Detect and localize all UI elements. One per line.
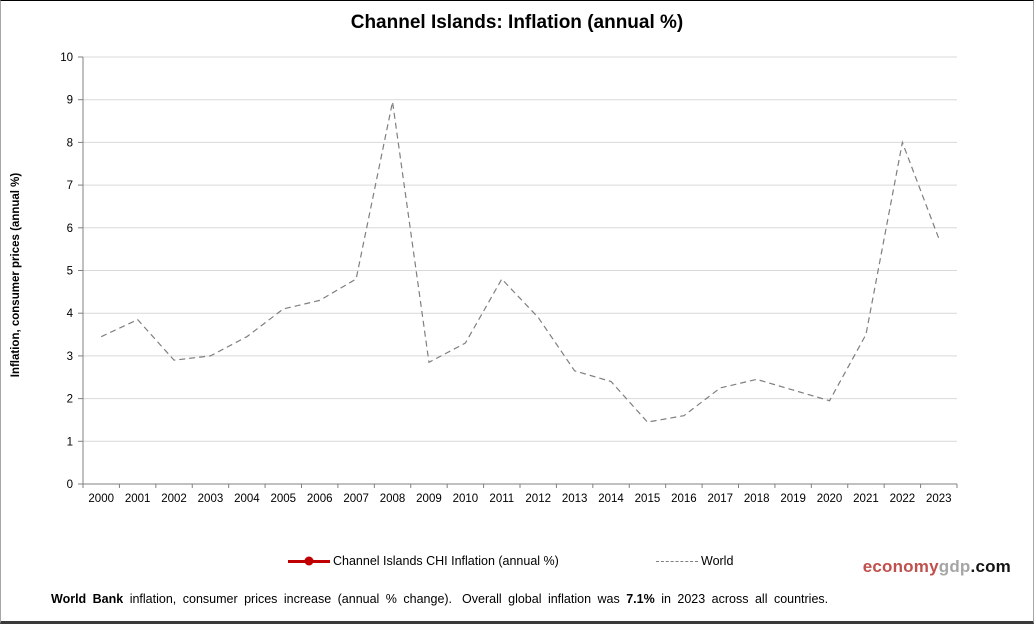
x-tick-label: 2013	[562, 493, 588, 505]
y-tick-label: 9	[67, 95, 73, 107]
y-tick-label: 6	[67, 223, 73, 235]
x-tick-label: 2017	[707, 493, 733, 505]
x-tick-label: 2022	[890, 493, 916, 505]
x-tick-label: 2015	[635, 493, 661, 505]
x-tick-label: 2001	[125, 493, 151, 505]
x-tick-label: 2021	[853, 493, 879, 505]
x-tick-label: 2016	[671, 493, 697, 505]
x-tick-label: 2012	[525, 493, 551, 505]
x-tick-label: 2007	[343, 493, 369, 505]
series-line-world	[100, 101, 940, 423]
chart-legend: Channel Islands CHI Inflation (annual %)…	[1, 550, 1033, 572]
logo-part-com: .com	[970, 557, 1011, 576]
x-tick-label: 2020	[817, 493, 843, 505]
x-tick-label: 2018	[744, 493, 770, 505]
x-tick-label: 2004	[234, 493, 260, 505]
x-tick-label: 2008	[380, 493, 406, 505]
y-tick-label: 8	[67, 137, 73, 149]
x-tick-label: 2003	[198, 493, 224, 505]
y-tick-label: 5	[67, 266, 73, 278]
x-tick-label: 2010	[453, 493, 479, 505]
logo-part-gdp: gdp	[938, 557, 971, 576]
footnote-text-2: Overall global inflation was	[462, 592, 627, 606]
legend-label: World	[701, 554, 734, 568]
y-tick-label: 1	[67, 436, 73, 448]
y-tick-label: 10	[60, 52, 73, 64]
footnote-text-3: in 2023 across all countries.	[654, 592, 829, 606]
footnote-bold-value: 7.1%	[626, 592, 655, 606]
y-tick-label: 0	[67, 479, 73, 491]
legend-item-channel-islands: Channel Islands CHI Inflation (annual %)	[288, 550, 559, 572]
logo-part-economy: economy	[862, 557, 939, 576]
economygdp-logo: economygdp.com	[863, 557, 1011, 577]
x-tick-label: 2009	[416, 493, 442, 505]
x-tick-label: 2023	[926, 493, 952, 505]
gray-dashed-line-icon	[656, 560, 698, 562]
legend-label: Channel Islands CHI Inflation (annual %)	[333, 554, 559, 568]
x-tick-label: 2005	[270, 493, 296, 505]
x-tick-label: 2019	[780, 493, 806, 505]
y-tick-label: 4	[67, 308, 74, 320]
line-chart-plot: 0 1 2 3 4 5 6 7 8 9 10 2000 2001 2002 2003 2004 2005 2006…	[60, 52, 958, 505]
x-tick-label: 2006	[307, 493, 333, 505]
footnote-bold-world-bank: World Bank	[51, 592, 124, 606]
source-footnote: World Bank inflation, consumer prices in…	[51, 592, 1013, 606]
legend-item-world: World	[656, 550, 733, 572]
chart-title: Channel Islands: Inflation (annual %)	[350, 12, 684, 33]
red-line-marker-icon	[288, 556, 330, 566]
x-tick-label: 2002	[161, 493, 187, 505]
footnote-text-1: inflation, consumer prices increase (ann…	[123, 592, 453, 606]
x-tick-label: 2014	[598, 493, 624, 505]
y-tick-label: 7	[67, 180, 73, 192]
y-tick-label: 3	[67, 351, 73, 363]
x-tick-label: 2011	[489, 493, 514, 505]
x-tick-label: 2000	[88, 493, 114, 505]
y-tick-label: 2	[67, 394, 73, 406]
